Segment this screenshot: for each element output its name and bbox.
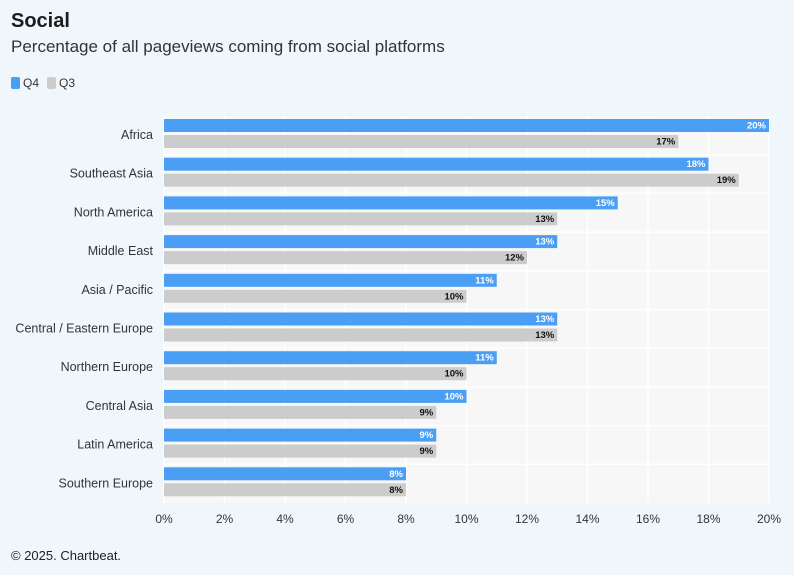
bar-q4 bbox=[164, 119, 769, 132]
bar-q3 bbox=[164, 367, 467, 381]
x-tick-label: 8% bbox=[397, 512, 415, 526]
bar-q3 bbox=[164, 173, 739, 187]
data-label-q3: 13% bbox=[535, 330, 555, 341]
x-tick-label: 18% bbox=[696, 512, 720, 526]
legend: Q4 Q3 bbox=[11, 76, 83, 90]
data-label-q3: 17% bbox=[656, 137, 676, 148]
bar-q3 bbox=[164, 444, 437, 458]
data-label-q4: 18% bbox=[686, 159, 706, 170]
data-label-q4: 11% bbox=[475, 275, 494, 286]
data-label-q3: 12% bbox=[505, 253, 525, 264]
category-label: Southeast Asia bbox=[70, 167, 153, 181]
x-tick-label: 16% bbox=[636, 512, 660, 526]
data-label-q3: 19% bbox=[717, 175, 737, 186]
category-label: Northern Europe bbox=[61, 360, 153, 374]
x-tick-label: 4% bbox=[276, 512, 294, 526]
bar-q3 bbox=[164, 135, 679, 148]
legend-swatch-q3 bbox=[47, 77, 57, 89]
data-label-q4: 9% bbox=[420, 430, 434, 441]
x-tick-label: 0% bbox=[155, 512, 173, 526]
legend-item-q3[interactable]: Q3 bbox=[47, 76, 75, 90]
data-label-q4: 11% bbox=[475, 353, 494, 364]
bar-q4 bbox=[164, 196, 618, 210]
category-label: Africa bbox=[121, 128, 153, 142]
bar-q4 bbox=[164, 351, 497, 365]
data-label-q4: 10% bbox=[444, 391, 464, 402]
data-label-q4: 20% bbox=[747, 121, 767, 132]
x-tick-label: 10% bbox=[454, 512, 478, 526]
chart-subtitle: Percentage of all pageviews coming from … bbox=[11, 37, 445, 56]
data-label-q3: 8% bbox=[389, 485, 403, 496]
category-label: North America bbox=[74, 205, 153, 219]
data-label-q3: 9% bbox=[420, 407, 434, 418]
data-label-q4: 8% bbox=[389, 469, 403, 480]
bar-q4 bbox=[164, 428, 437, 442]
category-label: Central Asia bbox=[86, 399, 153, 413]
bar-q4 bbox=[164, 157, 709, 171]
category-label: Southern Europe bbox=[58, 476, 153, 490]
category-label: Middle East bbox=[88, 244, 154, 258]
bar-q4 bbox=[164, 467, 406, 481]
bar-q3 bbox=[164, 328, 558, 342]
legend-item-q4[interactable]: Q4 bbox=[11, 76, 39, 90]
legend-label-q4: Q4 bbox=[23, 76, 40, 90]
bar-q4 bbox=[164, 235, 558, 249]
bar-q3 bbox=[164, 405, 437, 419]
x-tick-label: 12% bbox=[515, 512, 539, 526]
data-label-q3: 9% bbox=[420, 446, 434, 457]
data-label-q4: 13% bbox=[535, 314, 555, 325]
data-label-q3: 10% bbox=[444, 369, 464, 380]
legend-swatch-q4 bbox=[11, 77, 20, 89]
x-tick-label: 2% bbox=[216, 512, 234, 526]
x-tick-label: 20% bbox=[757, 512, 781, 526]
x-tick-label: 6% bbox=[337, 512, 355, 526]
bar-q4 bbox=[164, 312, 558, 326]
data-label-q3: 13% bbox=[535, 214, 555, 225]
bar-q3 bbox=[164, 212, 558, 226]
data-label-q4: 15% bbox=[596, 198, 616, 209]
category-label: Central / Eastern Europe bbox=[15, 322, 153, 336]
category-label: Latin America bbox=[77, 438, 153, 452]
chart-title: Social bbox=[11, 10, 70, 32]
bar-q3 bbox=[164, 251, 527, 265]
data-label-q3: 10% bbox=[444, 291, 464, 302]
bar-q4 bbox=[164, 273, 497, 287]
copyright-footer: © 2025. Chartbeat. bbox=[11, 548, 122, 563]
bar-q4 bbox=[164, 389, 467, 403]
bar-q3 bbox=[164, 483, 406, 497]
legend-label-q3: Q3 bbox=[59, 76, 76, 90]
category-label: Asia / Pacific bbox=[81, 283, 153, 297]
bar-q3 bbox=[164, 289, 467, 303]
data-label-q4: 13% bbox=[535, 237, 555, 248]
x-tick-label: 14% bbox=[575, 512, 599, 526]
